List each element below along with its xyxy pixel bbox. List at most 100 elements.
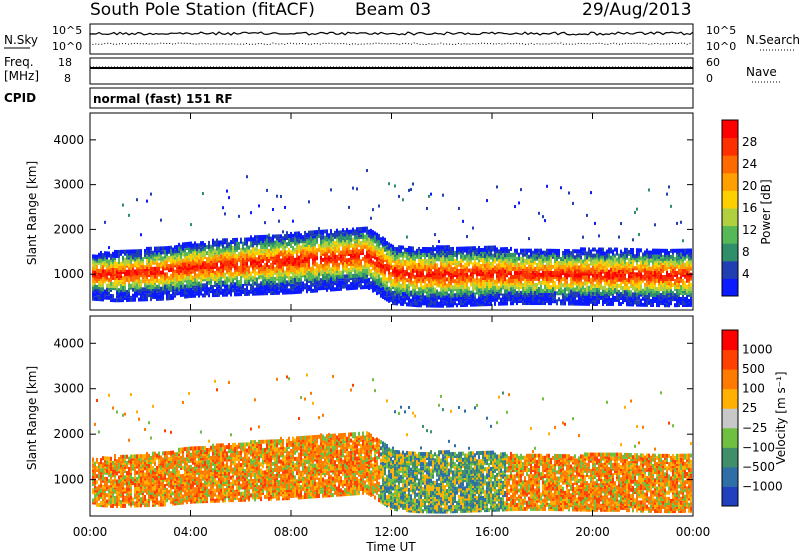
power-echo bbox=[306, 248, 308, 253]
power-echo bbox=[196, 259, 198, 264]
power-echo bbox=[296, 255, 298, 260]
power-echo bbox=[520, 297, 522, 302]
power-echo bbox=[206, 257, 208, 262]
power-echo bbox=[548, 256, 550, 261]
power-echo bbox=[136, 198, 138, 202]
station-title: South Pole Station (fitACF) bbox=[90, 0, 315, 20]
power-echo bbox=[256, 291, 258, 296]
power-echo bbox=[338, 270, 340, 275]
power-echo bbox=[372, 244, 374, 249]
power-echo bbox=[466, 294, 468, 299]
power-echo bbox=[550, 262, 552, 267]
power-echo bbox=[188, 290, 190, 295]
power-echo bbox=[142, 261, 144, 266]
power-echo bbox=[474, 286, 476, 291]
power-echo bbox=[406, 290, 408, 295]
power-echo bbox=[174, 285, 176, 290]
power-echo bbox=[436, 297, 438, 302]
power-echo bbox=[458, 276, 460, 281]
power-echo bbox=[492, 277, 494, 282]
nsky-line bbox=[89, 31, 694, 36]
power-echo bbox=[404, 261, 406, 266]
power-echo bbox=[490, 265, 492, 270]
power-echo bbox=[320, 262, 322, 267]
power-echo bbox=[510, 265, 512, 270]
power-echo bbox=[172, 275, 174, 280]
power-echo bbox=[434, 293, 436, 298]
power-echo bbox=[194, 271, 196, 276]
power-echo bbox=[430, 267, 432, 272]
power-echo bbox=[236, 245, 238, 250]
power-echo bbox=[504, 275, 506, 280]
power-echo bbox=[474, 246, 476, 251]
power-echo bbox=[488, 253, 490, 258]
power-echo bbox=[386, 295, 388, 300]
power-echo bbox=[358, 255, 360, 260]
power-echo bbox=[356, 243, 358, 248]
power-echo bbox=[538, 264, 540, 269]
power-echo bbox=[250, 273, 252, 278]
power-echo bbox=[250, 285, 252, 290]
power-echo bbox=[366, 228, 368, 233]
power-echo bbox=[264, 283, 266, 288]
power-echo bbox=[212, 266, 214, 271]
power-echo bbox=[164, 280, 166, 285]
power-echo bbox=[498, 261, 500, 266]
power-echo bbox=[468, 288, 470, 293]
power-echo bbox=[414, 252, 416, 257]
power-echo bbox=[248, 253, 250, 258]
power-echo bbox=[390, 257, 392, 262]
power-echo bbox=[220, 250, 222, 255]
power-echo bbox=[162, 284, 164, 289]
power-echo bbox=[140, 287, 142, 292]
power-echo bbox=[168, 266, 170, 271]
power-echo bbox=[234, 286, 236, 291]
power-echo bbox=[494, 251, 496, 256]
power-echo bbox=[400, 259, 402, 264]
power-echo bbox=[138, 283, 140, 288]
power-echo bbox=[186, 272, 188, 277]
power-echo bbox=[182, 266, 184, 271]
power-echo bbox=[424, 267, 426, 272]
power-echo bbox=[312, 274, 314, 279]
power-echo bbox=[526, 250, 528, 255]
power-echo bbox=[140, 285, 142, 290]
power-echo bbox=[216, 258, 218, 263]
power-echo bbox=[356, 251, 358, 256]
power-echo bbox=[164, 276, 166, 281]
power-echo bbox=[390, 253, 392, 258]
power-echo bbox=[402, 269, 404, 274]
power-echo bbox=[304, 255, 306, 260]
power-echo bbox=[498, 273, 500, 278]
power-echo bbox=[408, 248, 410, 253]
power-echo bbox=[342, 228, 344, 233]
power-echo bbox=[314, 268, 316, 273]
power-echo bbox=[166, 280, 168, 285]
power-echo bbox=[262, 281, 264, 286]
power-echo bbox=[394, 291, 396, 296]
power-echo bbox=[112, 294, 114, 299]
power-echo bbox=[282, 242, 284, 247]
power-echo bbox=[212, 262, 214, 267]
power-echo bbox=[546, 256, 548, 261]
power-echo bbox=[346, 270, 348, 275]
power-echo bbox=[152, 276, 154, 281]
power-echo bbox=[464, 296, 466, 301]
power-echo bbox=[384, 274, 386, 279]
power-echo bbox=[398, 249, 400, 254]
power-echo bbox=[112, 298, 114, 303]
power-echo bbox=[116, 284, 118, 289]
power-echo bbox=[244, 273, 246, 278]
power-echo bbox=[246, 287, 248, 292]
power-echo bbox=[98, 289, 100, 294]
power-echo bbox=[338, 274, 340, 279]
power-echo bbox=[268, 238, 270, 243]
power-echo bbox=[164, 286, 166, 291]
power-echo bbox=[534, 286, 536, 291]
power-echo bbox=[96, 296, 98, 301]
power-echo bbox=[556, 275, 558, 280]
power-echo bbox=[274, 284, 276, 289]
power-echo bbox=[256, 289, 258, 294]
power-echo bbox=[300, 239, 302, 244]
power-echo bbox=[192, 259, 194, 264]
